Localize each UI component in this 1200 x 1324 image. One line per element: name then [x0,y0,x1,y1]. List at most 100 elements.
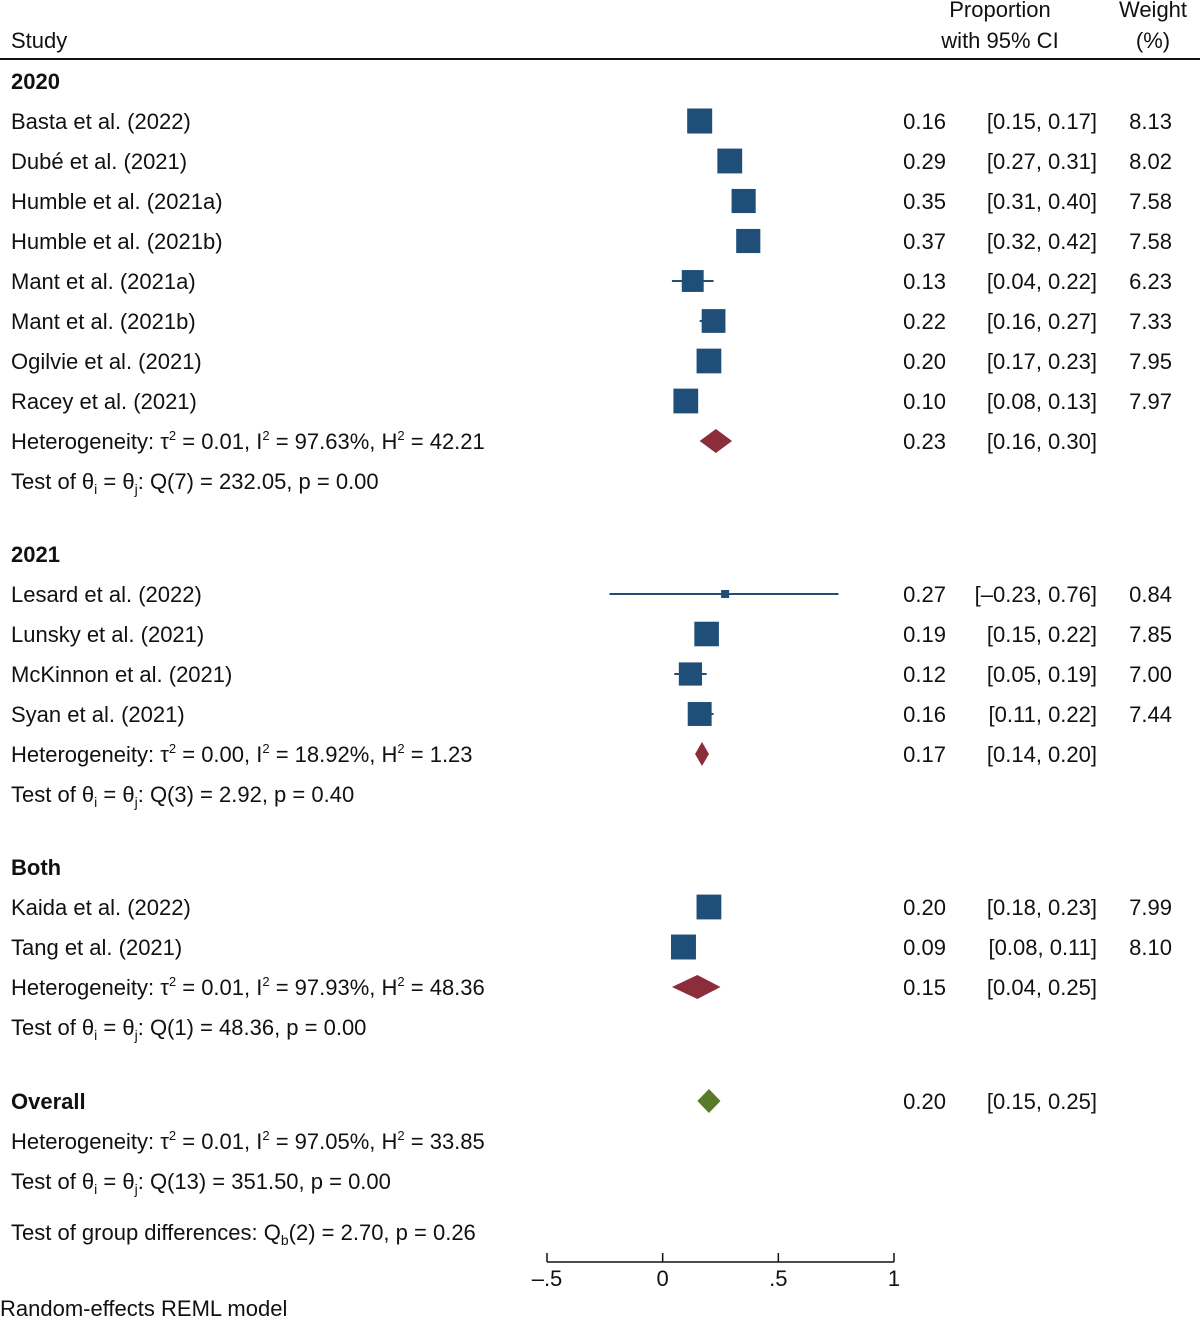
study-label: Mant et al. (2021a) [11,269,196,294]
header-weight-line2: (%) [1136,28,1170,53]
study-ci: [0.08, 0.11] [989,935,1097,960]
study-estimate: 0.20 [903,349,946,374]
study-ci: [0.15, 0.22] [987,622,1097,647]
study-estimate: 0.16 [903,109,946,134]
group-label: 2021 [11,542,60,567]
group-heterogeneity-sup: 2 [169,741,176,756]
study-estimate: 0.16 [903,702,946,727]
study-marker [721,589,730,599]
subgroup-diamond [695,742,709,766]
overall-label: Overall [11,1089,86,1114]
overall-homogeneity-test-theta: Test of θ [11,1169,94,1194]
study-ci: [0.18, 0.23] [987,895,1097,920]
group-homogeneity-test-eq: = θ [97,469,134,494]
group-label: Both [11,855,61,880]
group-difference-post: (2) = 2.70, p = 0.26 [289,1220,476,1245]
group-homogeneity-test: Test of θi = θj: Q(7) = 232.05, p = 0.00 [11,469,379,497]
group-difference-pre: Test of group differences: Q [11,1220,281,1245]
study-marker [696,894,722,920]
subgroup-estimate: 0.23 [903,429,946,454]
study-weight: 8.13 [1129,109,1172,134]
overall-diamond [697,1089,721,1113]
overall-heterogeneity-i2-value: = 97.05%, H [270,1129,398,1154]
header-study: Study [11,28,67,53]
study-weight: 7.58 [1129,229,1172,254]
group-heterogeneity: Heterogeneity: τ2 = 0.00, I2 = 18.92%, H… [11,741,473,767]
study-marker [673,388,699,414]
group-heterogeneity-i2-value: = 97.93%, H [270,975,398,1000]
study-marker [687,702,712,726]
group-heterogeneity-tau: Heterogeneity: τ [11,742,169,767]
overall-heterogeneity-sup: 2 [169,1128,176,1143]
overall-heterogeneity-sup: 2 [262,1128,269,1143]
group-homogeneity-test-theta: Test of θ [11,1015,94,1040]
x-tick-label: 1 [888,1266,900,1291]
study-ci: [0.08, 0.13] [987,389,1097,414]
study-ci: [0.17, 0.23] [987,349,1097,374]
x-tick-label: .5 [769,1266,787,1291]
overall-heterogeneity-tau-value: = 0.01, I [176,1129,262,1154]
study-marker [696,348,722,374]
group-heterogeneity-sup: 2 [169,428,176,443]
group-heterogeneity-sup: 2 [262,741,269,756]
group-heterogeneity-h2-value: = 1.23 [405,742,473,767]
study-estimate: 0.13 [903,269,946,294]
study-weight: 7.44 [1129,702,1172,727]
subgroup-estimate: 0.17 [903,742,946,767]
study-label: Mant et al. (2021b) [11,309,196,334]
study-label: Humble et al. (2021b) [11,229,223,254]
group-homogeneity-test-stat: : Q(7) = 232.05, p = 0.00 [138,469,379,494]
group-label: 2020 [11,69,60,94]
group-homogeneity-test-stat: : Q(3) = 2.92, p = 0.40 [138,782,354,807]
model-note: Random-effects REML model [0,1296,287,1321]
study-weight: 6.23 [1129,269,1172,294]
study-estimate: 0.10 [903,389,946,414]
study-estimate: 0.09 [903,935,946,960]
group-homogeneity-test-sub: j [134,1027,138,1043]
study-ci: [0.04, 0.22] [987,269,1097,294]
overall-heterogeneity-tau: Heterogeneity: τ [11,1129,169,1154]
study-estimate: 0.22 [903,309,946,334]
study-ci: [0.27, 0.31] [987,149,1097,174]
group-heterogeneity-tau: Heterogeneity: τ [11,975,169,1000]
group-homogeneity-test-sub: i [94,481,97,497]
overall-homogeneity-test-sub: j [134,1181,138,1197]
study-estimate: 0.20 [903,895,946,920]
group-homogeneity-test-sub: i [94,794,97,810]
subgroup-ci: [0.16, 0.30] [987,429,1097,454]
study-ci: [0.11, 0.22] [989,702,1097,727]
group-difference-sub: b [281,1232,289,1248]
study-label: Kaida et al. (2022) [11,895,191,920]
study-label: Basta et al. (2022) [11,109,191,134]
study-label: Lesard et al. (2022) [11,582,202,607]
study-marker [671,934,696,960]
study-label: Racey et al. (2021) [11,389,197,414]
group-difference-test: Test of group differences: Qb(2) = 2.70,… [11,1220,476,1248]
overall-heterogeneity: Heterogeneity: τ2 = 0.01, I2 = 97.05%, H… [11,1128,485,1154]
overall-ci: [0.15, 0.25] [987,1089,1097,1114]
group-heterogeneity-i2-value: = 18.92%, H [270,742,398,767]
study-weight: 7.99 [1129,895,1172,920]
group-homogeneity-test-theta: Test of θ [11,782,94,807]
study-estimate: 0.35 [903,189,946,214]
group-homogeneity-test-eq: = θ [97,1015,134,1040]
study-weight: 8.02 [1129,149,1172,174]
group-heterogeneity-sup: 2 [397,741,404,756]
study-weight: 7.00 [1129,662,1172,687]
header-proportion-line1: Proportion [949,0,1051,22]
header-weight-line1: Weight [1119,0,1187,22]
group-heterogeneity-h2-value: = 48.36 [405,975,485,1000]
group-homogeneity-test-theta: Test of θ [11,469,94,494]
study-weight: 7.95 [1129,349,1172,374]
overall-estimate: 0.20 [903,1089,946,1114]
study-estimate: 0.12 [903,662,946,687]
study-estimate: 0.27 [903,582,946,607]
group-heterogeneity-h2-value: = 42.21 [405,429,485,454]
group-heterogeneity: Heterogeneity: τ2 = 0.01, I2 = 97.93%, H… [11,974,485,1000]
subgroup-estimate: 0.15 [903,975,946,1000]
study-marker [717,148,743,174]
study-label: Humble et al. (2021a) [11,189,223,214]
study-estimate: 0.29 [903,149,946,174]
study-estimate: 0.37 [903,229,946,254]
group-homogeneity-test: Test of θi = θj: Q(3) = 2.92, p = 0.40 [11,782,354,810]
